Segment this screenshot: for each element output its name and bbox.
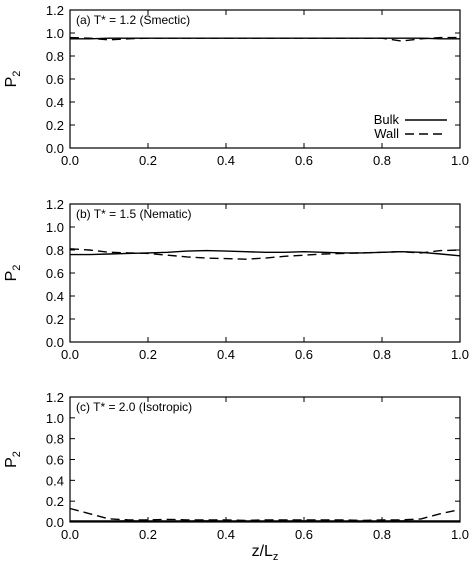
x-tick-label: 0.6 [295,527,313,542]
y-tick-label: 0.2 [46,118,64,133]
x-tick-label: 0.6 [295,153,313,168]
x-tick-label: 0.8 [373,527,391,542]
y-tick-label: 0.6 [46,266,64,281]
x-tick-label: 0.0 [61,347,79,362]
y-tick-label: 0.4 [46,95,64,110]
legend-label: Bulk [374,112,400,127]
x-tick-label: 0.2 [139,347,157,362]
y-tick-label: 1.0 [46,411,64,426]
plot-frame [69,9,461,149]
y-tick-label: 0.8 [46,243,64,258]
x-tick-label: 0.4 [217,153,235,168]
y-tick-label: 0.4 [46,289,64,304]
x-tick-label: 0.6 [295,347,313,362]
legend-label: Wall [374,126,399,141]
x-tick-label: 0.2 [139,153,157,168]
y-axis-label-main: P [3,271,20,282]
y-axis-label-main: P [3,457,20,468]
plot-frame [69,203,461,343]
x-tick-label: 0.0 [61,527,79,542]
panel-title: (b) T* = 1.5 (Nematic) [76,207,191,221]
y-tick-label: 1.2 [46,390,64,405]
series-line-bulk [70,37,460,40]
y-tick-label: 0.8 [46,432,64,447]
y-tick-label: 1.0 [46,26,64,41]
x-tick-label: 0.2 [139,527,157,542]
panel-1: 0.0 0.2 0.4 0.6 0.8 1.0 1.2 0.0 0.2 0.4 0.6 0.8 1.0 (… [3,3,469,168]
x-tick-label: 0.4 [217,347,235,362]
x-tick-label: 0.8 [373,153,391,168]
y-axis-label: P2 [3,451,23,468]
x-tick-label: 1.0 [451,527,469,542]
x-tick-label: 1.0 [451,153,469,168]
panel-2: 0.0 0.2 0.4 0.6 0.8 1.0 1.2 0.0 0.2 0.4 0.6 0.8 1.0 (… [3,197,469,362]
panel-title: (a) T* = 1.2 (Smectic) [76,13,190,27]
y-tick-label: 0.4 [46,473,64,488]
y-axis-label: P2 [3,71,23,88]
y-tick-label: 0.2 [46,494,64,509]
series-line-wall [69,507,461,522]
x-tick-label: 1.0 [451,347,469,362]
panel-title: (c) T* = 2.0 (Isotropic) [76,400,192,414]
series-line-wall [69,36,460,42]
x-axis-label-sub: z [273,551,279,563]
y-axis-label-sub: 2 [11,265,23,271]
y-tick-label: 1.0 [46,220,64,235]
y-tick-label: 0.0 [46,335,64,350]
plot-frame [69,396,461,523]
panel-3: 0.0 0.2 0.4 0.6 0.8 1.0 1.2 0.0 0.2 0.4 0.6 0.8 1.0 (… [3,390,469,542]
x-axis-label: z/Lz [252,543,279,563]
y-axis-label-sub: 2 [11,451,23,457]
y-tick-label: 0.6 [46,453,64,468]
y-tick-label: 0.0 [46,515,64,530]
y-axis-label: P2 [3,265,23,282]
series-line-wall [69,248,461,260]
x-tick-label: 0.8 [373,347,391,362]
y-tick-label: 1.2 [46,197,64,212]
x-tick-label: 0.0 [61,153,79,168]
y-tick-label: 1.2 [46,3,64,18]
x-axis-label-main: z/L [252,543,273,560]
y-tick-label: 0.2 [46,312,64,327]
x-tick-label: 0.4 [217,527,235,542]
y-axis-label-main: P [3,77,20,88]
y-axis-label-sub: 2 [11,71,23,77]
y-tick-label: 0.0 [46,141,64,156]
y-tick-label: 0.8 [46,49,64,64]
y-tick-label: 0.6 [46,72,64,87]
